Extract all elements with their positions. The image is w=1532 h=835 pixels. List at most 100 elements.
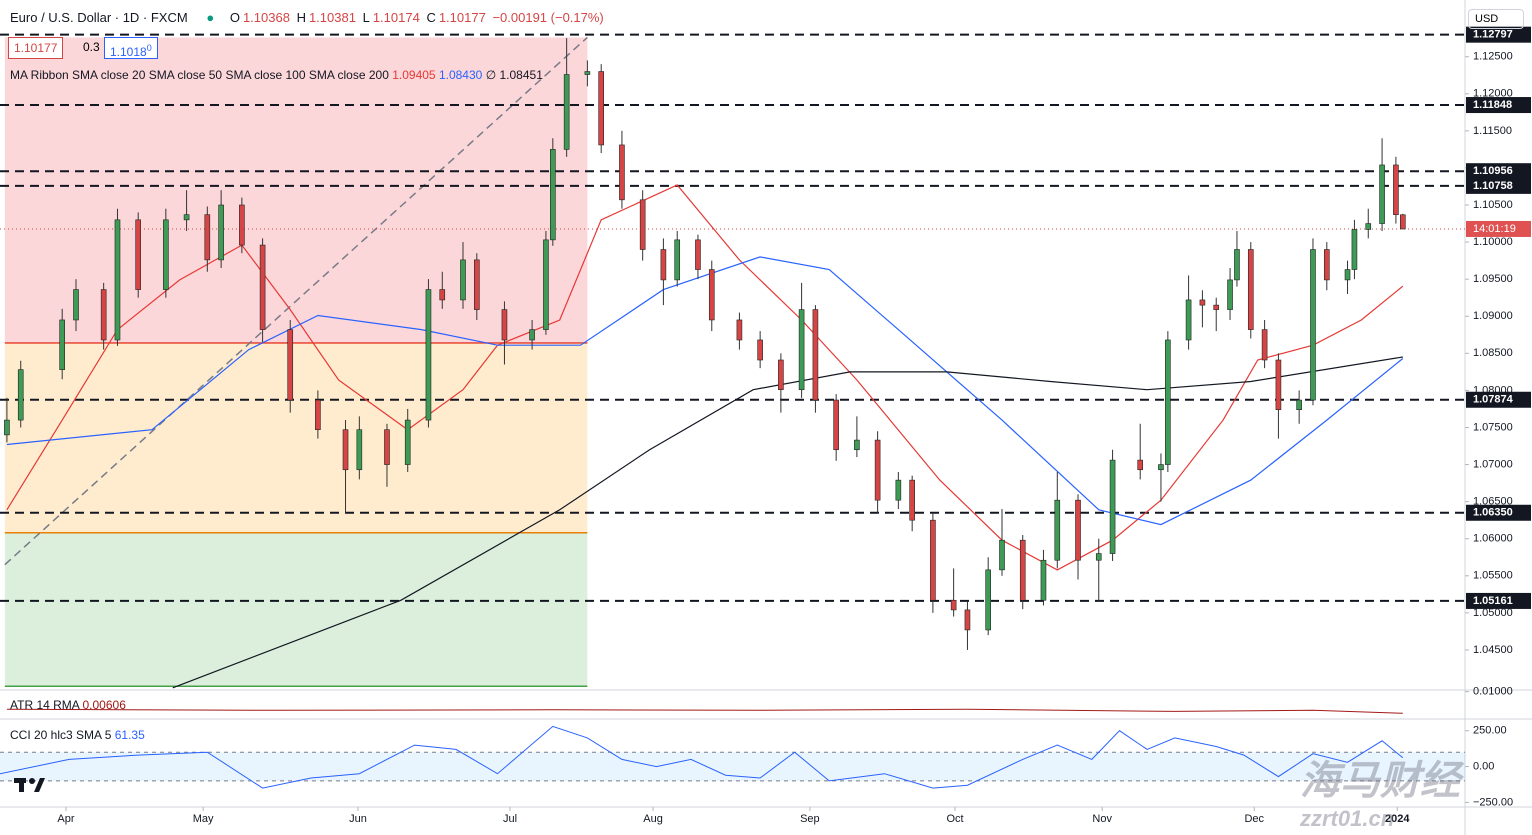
y-tick-label: −250.00	[1473, 796, 1513, 808]
x-tick-label: Sep	[800, 813, 820, 825]
candle-body	[660, 249, 667, 281]
logo-shape	[34, 778, 45, 792]
candle-body	[985, 569, 991, 631]
candle-body	[425, 289, 432, 421]
x-tick-label: May	[193, 813, 214, 825]
y-tick-label: 0.01000	[1473, 686, 1513, 698]
candle-body	[259, 244, 266, 330]
cci-legend: CCI 20 hlc3 SMA 5 61.35	[10, 728, 145, 742]
series-line	[6, 184, 1404, 571]
candle-body	[1185, 299, 1192, 341]
y-tick-label: 1.05500	[1473, 570, 1513, 582]
currency-button[interactable]: USD	[1468, 9, 1524, 29]
y-tick-label: 1.09500	[1473, 273, 1513, 285]
candle-body	[999, 539, 1005, 571]
candle-body	[59, 319, 65, 370]
symbol: Euro / U.S. Dollar · 1D · FXCM	[10, 10, 188, 25]
candle-body	[1365, 223, 1372, 230]
candle-body	[708, 269, 715, 321]
ma-title: MA Ribbon SMA close 20 SMA close 50 SMA …	[10, 68, 389, 82]
level-tag	[1466, 26, 1531, 43]
candle-body	[1247, 249, 1254, 330]
candle-body	[930, 519, 936, 601]
candle-body	[1040, 559, 1047, 601]
c-label: C	[426, 10, 436, 25]
series-line	[0, 725, 1404, 789]
y-tick-label: 1.10000	[1473, 236, 1513, 248]
x-tick-label: Oct	[946, 813, 963, 825]
candle-body	[135, 219, 142, 290]
l-label: L	[362, 10, 370, 25]
candle-body	[584, 71, 591, 75]
candle-body	[598, 71, 605, 146]
close: 1.10177	[438, 10, 486, 25]
change: −0.00191 (−0.17%)	[492, 10, 604, 25]
level-tag	[1466, 97, 1531, 114]
candle-body	[1400, 214, 1406, 230]
candle-body	[854, 439, 860, 451]
level-tag	[1466, 391, 1531, 408]
ask-sup: 0	[146, 43, 152, 53]
candle-body	[950, 599, 957, 611]
candle-body	[439, 289, 446, 301]
cci-band	[0, 752, 1465, 781]
candle-body	[114, 219, 121, 341]
header: Euro / U.S. Dollar · 1D · FXCM ● O 1.1036…	[10, 10, 604, 25]
y-tick-label: 1.12500	[1473, 51, 1513, 63]
y-tick-label: 250.00	[1473, 725, 1507, 737]
x-tick-label: 2024	[1385, 813, 1410, 825]
candle-body	[1379, 164, 1385, 224]
candle-body	[812, 309, 819, 401]
candle-body	[1075, 499, 1081, 561]
candle-body	[550, 149, 556, 241]
candle-body	[695, 239, 701, 270]
ma-value: 1.08430	[438, 68, 483, 82]
level-label: 1.07874	[1473, 394, 1514, 406]
candle-body	[833, 399, 839, 451]
candle-body	[1344, 269, 1351, 281]
level-label: 1.05161	[1473, 595, 1513, 607]
ma-legend: MA Ribbon SMA close 20 SMA close 50 SMA …	[10, 68, 543, 82]
y-tick-label: 1.08500	[1473, 347, 1513, 359]
level-label: 1.10758	[1473, 180, 1513, 192]
candle-body	[73, 289, 79, 321]
candle-body	[356, 429, 363, 471]
candle-body	[778, 359, 784, 390]
candle-body	[17, 369, 24, 421]
y-tick-label: 1.09000	[1473, 310, 1513, 322]
level-tag	[1466, 592, 1531, 609]
candle-body	[529, 329, 535, 341]
candle-body	[563, 74, 570, 150]
atr-value: 0.00606	[82, 698, 126, 712]
ma-value: ∅	[485, 68, 497, 82]
candle-body	[1234, 249, 1240, 281]
axis-bg	[1465, 0, 1532, 835]
logo-shape	[29, 778, 35, 784]
candle-body	[1351, 229, 1358, 270]
candle-body	[1296, 399, 1302, 410]
candle-body	[1227, 279, 1233, 310]
bid[interactable]: 1.10177	[8, 37, 64, 59]
candle-body	[639, 199, 646, 250]
ask[interactable]: 1.10180	[104, 37, 158, 59]
candle-body	[183, 214, 190, 221]
atr-legend: ATR 14 RMA 0.00606	[10, 698, 126, 712]
x-tick-label: Apr	[57, 813, 74, 825]
candle-body	[1275, 359, 1282, 410]
y-tick-label: 1.06500	[1473, 496, 1513, 508]
candle-body	[1199, 299, 1206, 306]
candle-body	[384, 429, 390, 465]
level-tag	[1466, 177, 1531, 194]
candle-body	[1054, 499, 1061, 561]
candle-body	[4, 419, 10, 436]
low: 1.10174	[372, 10, 420, 25]
x-tick-label: Dec	[1244, 813, 1264, 825]
candle-body	[1393, 164, 1399, 215]
candle-body	[1310, 249, 1316, 401]
watermark-url: zzrt01.cn	[1300, 806, 1395, 831]
ma-value: 1.09405	[392, 68, 436, 82]
candle-body	[543, 239, 549, 330]
y-tick-label: 0.00	[1473, 760, 1494, 772]
